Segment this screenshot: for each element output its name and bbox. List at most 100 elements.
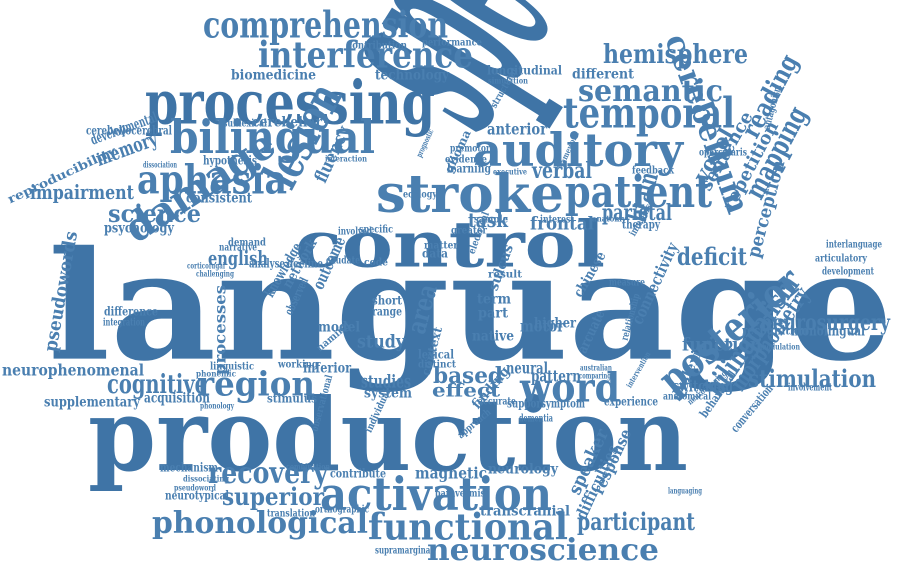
word-phonemic: phonemic: [196, 369, 236, 379]
word-evidence: evidence: [445, 154, 487, 166]
word-analyse: analyse: [249, 256, 285, 271]
word-interest: interest: [540, 214, 574, 226]
word-lexical: lexical: [418, 347, 454, 362]
word-opercularis: opercularis: [699, 147, 747, 159]
word-symptom: symptom: [541, 396, 585, 411]
word-cognitive: cognitive: [107, 369, 207, 400]
word-executive: executive: [493, 167, 527, 177]
word-supplementary: supplementary: [44, 394, 140, 411]
word-languaging: languaging: [668, 486, 702, 496]
word-comprehension: comprehension: [203, 4, 448, 47]
word-switching: switching: [673, 376, 733, 396]
word-stimulation: stimulation: [748, 364, 876, 393]
word-control: control: [295, 206, 605, 282]
word-recognition: recognition: [742, 323, 808, 338]
word-therapy: therapy: [622, 217, 660, 232]
word-language: language: [48, 218, 893, 395]
word-frontal: frontal: [530, 213, 594, 235]
word-deficit: deficit: [677, 242, 747, 271]
word-combination: combination: [286, 462, 330, 472]
word-inferior: inferior: [303, 360, 351, 377]
word-different: different: [572, 66, 634, 83]
word-distinct: distinct: [418, 359, 456, 371]
word-accurate: accurate: [478, 396, 516, 408]
word-dissociation: dissociation: [143, 160, 177, 170]
word-anatomy: anatomy: [592, 214, 626, 224]
word-consistent: consistent: [186, 190, 252, 207]
word-measure: measure: [609, 277, 645, 289]
word-cerebellocerebral: cerebellocerebral: [86, 123, 172, 138]
word-performance: performance: [422, 37, 482, 49]
word-difference: difference: [104, 304, 158, 319]
word-bilingual: bilingual: [170, 111, 375, 165]
word-biomedicine: biomedicine: [231, 67, 316, 84]
word-range: range: [372, 304, 402, 319]
word-data: data: [422, 246, 448, 261]
word-semantic: semantic: [578, 73, 723, 109]
word-neurophenomenal: neurophenomenal: [2, 360, 144, 380]
word-model: model: [318, 319, 360, 336]
word-premotor: premotor: [450, 143, 490, 155]
word-patient: patient: [565, 166, 712, 218]
word-caudate: caudate: [326, 255, 360, 267]
word-contribute: contribute: [330, 466, 386, 481]
word-technology: technology: [375, 67, 449, 84]
word-corticofugal: corticofugal: [187, 261, 225, 271]
word-code: code: [364, 257, 388, 269]
word-based: based: [433, 363, 503, 389]
word-translation: translation: [267, 508, 315, 520]
word-stimulus: stimulus: [267, 391, 317, 406]
word-neurotypical: neurotypical: [165, 488, 229, 503]
word-studies: studies: [361, 371, 411, 393]
word-word: word: [520, 364, 620, 411]
word-modulation: modulation: [760, 342, 800, 352]
word-neuroscience: neuroscience: [427, 532, 659, 563]
word-dementia: dementia: [519, 413, 553, 425]
word-phonology: phonology: [200, 401, 234, 411]
word-development: development: [822, 266, 874, 278]
word-superior: superior: [222, 482, 324, 511]
word-higher: higher: [534, 315, 576, 332]
word-activation: activation: [320, 468, 552, 522]
word-english: english: [208, 246, 268, 270]
word-neural: neural: [506, 358, 548, 378]
word-cerebellar: cerebellar: [252, 114, 322, 131]
word-neurology: neurology: [488, 461, 558, 478]
word-function: function: [682, 334, 762, 356]
word-linguistic: linguistic: [210, 361, 254, 373]
word-psychology: psychology: [104, 220, 174, 237]
word-paravermis: paravermis: [435, 488, 485, 500]
word-involvement: involvement: [788, 382, 832, 394]
word-study: study: [357, 331, 405, 353]
word-part: part: [478, 305, 508, 322]
word-greater: greater: [451, 225, 487, 237]
word-involved: involved: [338, 226, 372, 238]
word-neurosurgery: neurosurgery: [760, 310, 890, 336]
word-hypothesis: hypothesis: [203, 153, 257, 168]
word-dissociating: dissociating: [183, 474, 229, 484]
word-magnetic: magnetic: [415, 463, 487, 483]
word-interference: interference: [258, 34, 473, 77]
word-matter: matter: [424, 240, 458, 252]
word-science: science: [108, 199, 201, 228]
word-temporal: temporal: [563, 89, 735, 138]
word-orthographic: orthographic: [315, 504, 369, 516]
word-stroke: stroke: [376, 163, 564, 225]
word-longitudinal: longitudinal: [487, 63, 562, 78]
word-sublexical: sublexical: [223, 118, 267, 130]
word-parietal: parietal: [602, 200, 672, 226]
word-result: result: [488, 269, 522, 281]
word-working: working: [278, 359, 318, 371]
word-mechanism: mechanism: [160, 460, 218, 475]
word-challenging: challenging: [196, 269, 234, 279]
word-functional: functional: [368, 506, 568, 549]
word-pattern: pattern: [531, 366, 581, 386]
word-native: native: [472, 328, 514, 345]
word-region: region: [197, 364, 315, 405]
word-phonological: phonological: [152, 505, 368, 541]
word-support: support: [507, 396, 545, 411]
word-term: term: [477, 291, 511, 308]
word-transcranial: transcranial: [480, 503, 570, 520]
word-verbal: verbal: [532, 158, 592, 184]
